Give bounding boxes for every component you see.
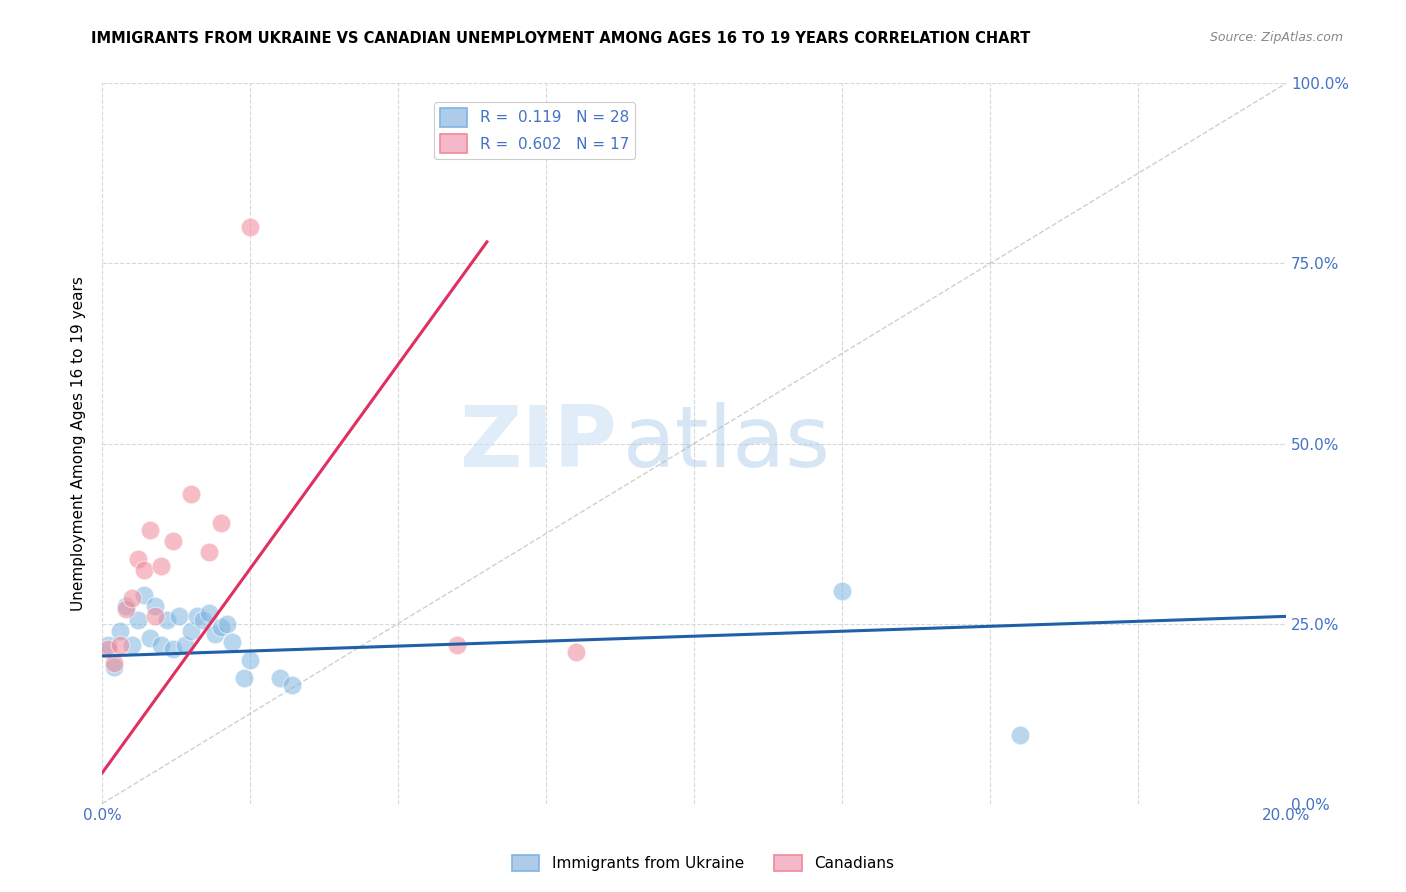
Point bbox=[204, 627, 226, 641]
Point bbox=[831, 584, 853, 599]
Point bbox=[103, 660, 125, 674]
Point bbox=[269, 671, 291, 685]
Point bbox=[127, 613, 149, 627]
Point bbox=[197, 606, 219, 620]
Point bbox=[108, 624, 131, 638]
Point bbox=[121, 638, 143, 652]
Point bbox=[209, 620, 232, 634]
Point bbox=[221, 634, 243, 648]
Point bbox=[280, 678, 302, 692]
Legend: Immigrants from Ukraine, Canadians: Immigrants from Ukraine, Canadians bbox=[506, 849, 900, 877]
Point bbox=[150, 558, 173, 573]
Point bbox=[145, 609, 167, 624]
Point bbox=[145, 599, 167, 613]
Point bbox=[162, 641, 184, 656]
Point bbox=[197, 544, 219, 558]
Point bbox=[138, 631, 160, 645]
Text: ZIP: ZIP bbox=[460, 402, 617, 485]
Text: Source: ZipAtlas.com: Source: ZipAtlas.com bbox=[1209, 31, 1343, 45]
Point bbox=[138, 523, 160, 537]
Point bbox=[97, 638, 120, 652]
Point bbox=[180, 624, 202, 638]
Point bbox=[174, 638, 197, 652]
Point bbox=[150, 638, 173, 652]
Point bbox=[156, 613, 179, 627]
Point bbox=[115, 599, 138, 613]
Point bbox=[162, 533, 184, 548]
Point bbox=[564, 645, 586, 659]
Point bbox=[191, 613, 214, 627]
Y-axis label: Unemployment Among Ages 16 to 19 years: Unemployment Among Ages 16 to 19 years bbox=[72, 277, 86, 611]
Point bbox=[167, 609, 190, 624]
Point bbox=[132, 563, 155, 577]
Legend: R =  0.119   N = 28, R =  0.602   N = 17: R = 0.119 N = 28, R = 0.602 N = 17 bbox=[433, 102, 636, 159]
Point bbox=[108, 638, 131, 652]
Point bbox=[209, 516, 232, 530]
Point bbox=[180, 487, 202, 501]
Point bbox=[233, 671, 256, 685]
Point bbox=[215, 616, 238, 631]
Point bbox=[1008, 728, 1031, 742]
Text: IMMIGRANTS FROM UKRAINE VS CANADIAN UNEMPLOYMENT AMONG AGES 16 TO 19 YEARS CORRE: IMMIGRANTS FROM UKRAINE VS CANADIAN UNEM… bbox=[91, 31, 1031, 46]
Text: atlas: atlas bbox=[623, 402, 831, 485]
Point bbox=[115, 602, 138, 616]
Point bbox=[127, 551, 149, 566]
Point bbox=[132, 588, 155, 602]
Point bbox=[239, 220, 262, 235]
Point bbox=[103, 656, 125, 670]
Point bbox=[97, 641, 120, 656]
Point bbox=[446, 638, 468, 652]
Point bbox=[239, 652, 262, 666]
Point bbox=[121, 591, 143, 606]
Point bbox=[186, 609, 208, 624]
